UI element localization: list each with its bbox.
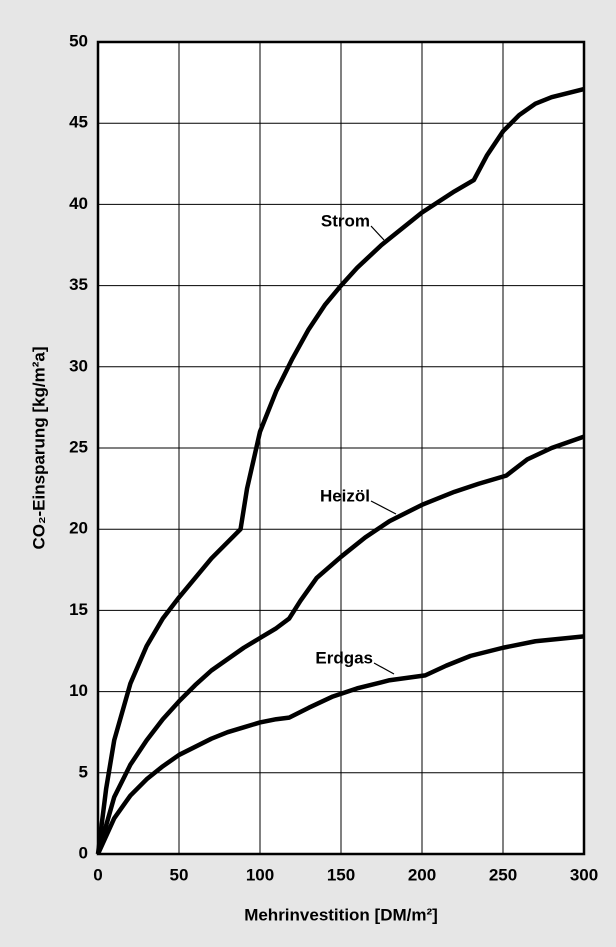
series-line bbox=[95, 86, 585, 855]
y-tick-label: 0 bbox=[79, 843, 88, 862]
series-label: Strom bbox=[321, 211, 370, 230]
y-tick-label: 30 bbox=[69, 356, 88, 375]
y-axis-label: CO₂-Einsparung [kg/m²a] bbox=[29, 346, 48, 549]
x-tick-label: 300 bbox=[570, 865, 598, 884]
x-tick-label: 50 bbox=[170, 865, 189, 884]
leader-line bbox=[373, 662, 395, 675]
y-tick-label: 5 bbox=[79, 762, 88, 781]
plot-border bbox=[96, 40, 586, 856]
leader-line bbox=[370, 225, 385, 241]
y-tick-label: 25 bbox=[69, 437, 88, 456]
x-tick-label: 0 bbox=[93, 865, 102, 884]
series-label: Heizöl bbox=[320, 486, 370, 505]
series-line bbox=[95, 634, 585, 855]
x-axis-label: Mehrinvestition [DM/m²] bbox=[244, 905, 438, 924]
y-tick-label: 15 bbox=[69, 600, 88, 619]
y-tick-label: 45 bbox=[69, 113, 88, 132]
x-tick-label: 150 bbox=[327, 865, 355, 884]
leader-line bbox=[370, 500, 397, 515]
y-tick-label: 20 bbox=[69, 519, 88, 538]
lines bbox=[95, 86, 585, 855]
series-label: Erdgas bbox=[315, 648, 373, 667]
x-tick-label: 250 bbox=[489, 865, 517, 884]
series-line bbox=[95, 434, 585, 855]
y-tick-label: 10 bbox=[69, 681, 88, 700]
x-tick-label: 200 bbox=[408, 865, 436, 884]
y-tick-label: 40 bbox=[69, 194, 88, 213]
x-tick-label: 100 bbox=[246, 865, 274, 884]
y-tick-label: 35 bbox=[69, 275, 88, 294]
y-tick-label: 50 bbox=[69, 31, 88, 50]
